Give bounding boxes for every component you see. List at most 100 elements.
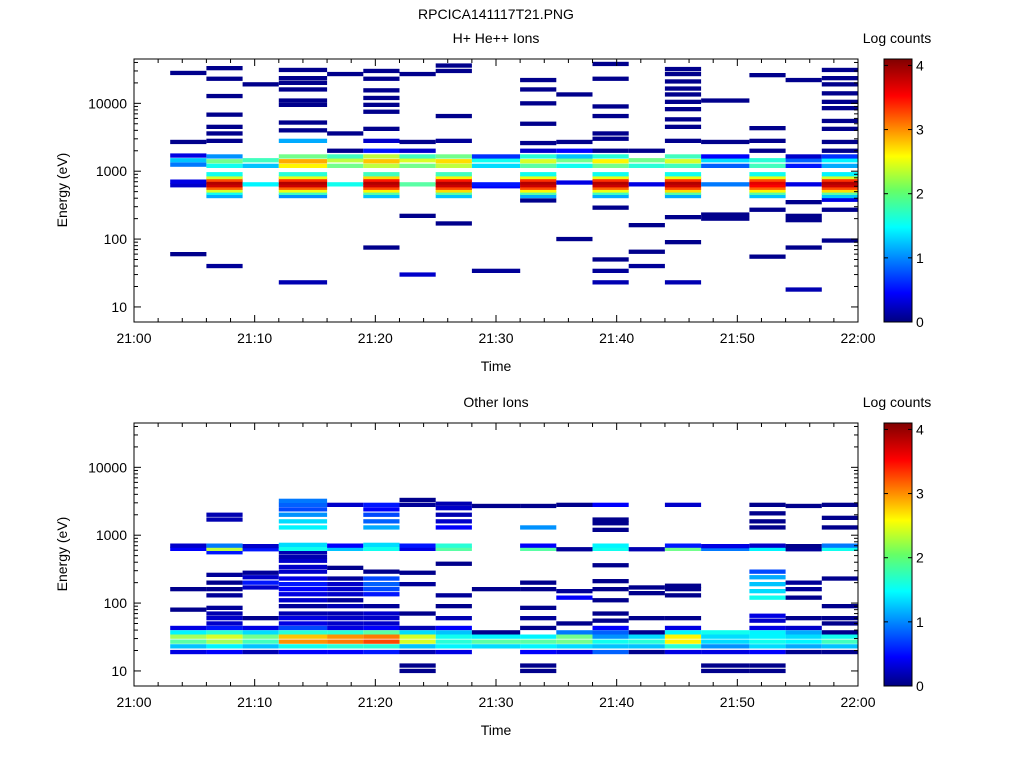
heatmap-cell (327, 148, 364, 153)
heatmap-cell (556, 163, 593, 168)
heatmap-cell (327, 71, 364, 77)
y-tick-label: 10 (111, 663, 127, 679)
heatmap-cell (206, 177, 243, 182)
heatmap-cell (206, 76, 243, 81)
heatmap-cell (821, 515, 858, 520)
heatmap-cell (278, 598, 328, 603)
heatmap-cell (592, 625, 629, 631)
heatmap-cell (592, 644, 629, 649)
heatmap-cell (664, 138, 702, 143)
heatmap-cell (821, 126, 858, 131)
y-tick-label: 100 (104, 231, 128, 247)
colorbar-ticks: 0 1 2 3 4 (884, 57, 924, 330)
heatmap-cell (242, 649, 279, 655)
heatmap-cell (628, 148, 665, 153)
heatmap-cell (749, 595, 786, 600)
heatmap-cell (749, 183, 786, 188)
heatmap-cell (206, 190, 243, 195)
heatmap-cell (821, 193, 858, 199)
heatmap-cell (821, 502, 858, 507)
heatmap-cell (749, 163, 786, 168)
panel-other: Other Ions 21:00 21:10 21:20 21:30 21:40 21:5… (54, 394, 931, 738)
heatmap-cell (435, 649, 472, 655)
heatmap-cell (242, 575, 279, 580)
heatmap-cell (664, 180, 702, 185)
heatmap-cell (749, 525, 786, 530)
heatmap-cell (749, 582, 786, 587)
heatmap-cell (278, 542, 328, 547)
heatmap-cell (435, 519, 472, 524)
figure-title: RPCICA141117T21.PNG (418, 6, 574, 22)
heatmap-cell (206, 572, 243, 577)
heatmap-cell (821, 172, 858, 177)
heatmap-cell (242, 570, 279, 575)
heatmap-cell (592, 543, 629, 548)
heatmap-cell (278, 625, 328, 631)
heatmap-cell (363, 174, 400, 180)
heatmap-cell (278, 644, 328, 649)
heatmap-cell (206, 649, 243, 655)
heatmap-cell (749, 575, 786, 580)
y-axis-label: Energy (eV) (54, 517, 70, 592)
heatmap-cell (664, 593, 702, 598)
heatmap-cell (520, 605, 557, 610)
x-axis-label: Time (481, 358, 512, 374)
colorbar (883, 58, 913, 323)
heatmap-cell (327, 611, 364, 616)
heatmap-cell (592, 131, 629, 136)
heatmap-cell (592, 174, 629, 180)
heatmap-cell (628, 585, 665, 590)
heatmap-cell (701, 649, 750, 655)
heatmap-cell (170, 70, 207, 76)
heatmap-cell (278, 102, 328, 107)
heatmap-cell (206, 188, 243, 193)
heatmap-cell (278, 564, 328, 570)
heatmap-cell (399, 543, 436, 548)
heatmap-cell (749, 158, 786, 163)
plot-frame (133, 422, 859, 687)
heatmap-cell (278, 498, 328, 503)
heatmap-cell (435, 561, 472, 566)
heatmap-cell (749, 634, 786, 639)
heatmap-cell (242, 547, 279, 552)
heatmap-cell (471, 182, 521, 187)
heatmap-cell (435, 159, 472, 164)
heatmap-cell (363, 188, 400, 193)
heatmap-cell (749, 589, 786, 594)
heatmap-cell (206, 193, 243, 199)
heatmap-cell (664, 625, 702, 631)
heatmap-cell (556, 595, 593, 600)
heatmap-cell (520, 198, 557, 203)
heatmap-cell (592, 172, 629, 177)
heatmap-cell (278, 569, 328, 574)
heatmap-cell (278, 502, 328, 507)
heatmap-cell (749, 511, 786, 516)
heatmap-cell (363, 525, 400, 530)
heatmap-cell (278, 128, 328, 133)
heatmap-cell (664, 190, 702, 195)
heatmap-cell (701, 154, 750, 159)
heatmap-cell (206, 183, 243, 188)
heatmap-cell (327, 158, 364, 163)
heatmap-cell (592, 546, 629, 551)
heatmap-cell (664, 583, 702, 588)
heatmap-cell (327, 630, 364, 635)
heatmap-cell (471, 268, 521, 273)
heatmap-cell (363, 185, 400, 190)
heatmap-cell (520, 185, 557, 190)
heatmap-cell (242, 82, 279, 87)
heatmap-cell (278, 87, 328, 92)
heatmap-cell (206, 512, 243, 517)
heatmap-cell (821, 76, 858, 81)
heatmap-cell (278, 634, 328, 639)
y-tick-label: 1000 (96, 163, 127, 179)
heatmap-cell (170, 607, 207, 612)
heatmap-cell (556, 158, 593, 163)
x-tick-label: 21:20 (358, 330, 393, 346)
heatmap-cell (327, 604, 364, 609)
heatmap-cell (363, 576, 400, 581)
heatmap-cell (278, 616, 328, 621)
heatmap-cell (278, 519, 328, 524)
heatmap-cell (785, 616, 822, 621)
heatmap-cell (749, 193, 786, 199)
